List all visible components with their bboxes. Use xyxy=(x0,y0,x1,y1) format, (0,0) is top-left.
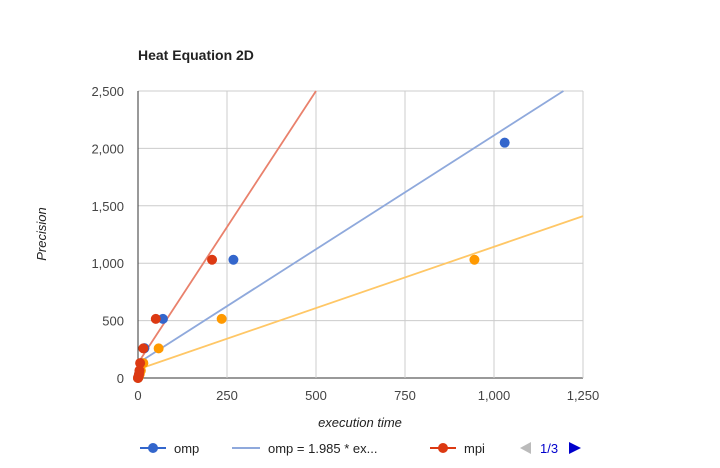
point-omp-9[interactable] xyxy=(499,137,510,148)
x-axis-title: execution time xyxy=(318,415,402,430)
y-tick-label-5: 2,500 xyxy=(91,84,124,99)
point-mpi-6[interactable] xyxy=(138,343,149,354)
x-tick-label-0: 0 xyxy=(134,388,141,403)
x-tick-label-4: 1,000 xyxy=(478,388,511,403)
chart-title: Heat Equation 2D xyxy=(138,47,254,63)
legend-omp-label: omp xyxy=(174,441,199,456)
point-mpi-7[interactable] xyxy=(150,313,161,324)
trendline-omp xyxy=(137,90,564,364)
grid xyxy=(137,90,584,379)
point-mpi-4[interactable] xyxy=(134,365,145,376)
legend-item-omp[interactable]: omp xyxy=(140,441,199,456)
legend-omp-marker xyxy=(148,443,158,453)
point-mpi-5[interactable] xyxy=(135,358,146,369)
legend-item-omp-trendline[interactable]: omp = 1.985 * ex... xyxy=(232,441,377,456)
x-tick-label-5: 1,250 xyxy=(567,388,600,403)
legend-pager: 1/3 xyxy=(520,441,581,456)
x-tick-label-2: 500 xyxy=(305,388,327,403)
legend-item-mpi[interactable]: mpi xyxy=(430,441,485,456)
trendline-series-3 xyxy=(137,215,584,371)
legend-omp-trendline-label: omp = 1.985 * ex... xyxy=(268,441,377,456)
data-points xyxy=(133,137,510,383)
point-mpi-8[interactable] xyxy=(207,254,218,265)
y-tick-label-1: 500 xyxy=(102,314,124,329)
y-tick-label-4: 2,000 xyxy=(91,141,124,156)
point-series-3-8[interactable] xyxy=(469,254,480,265)
point-omp-8[interactable] xyxy=(228,254,239,265)
y-tick-label-3: 1,500 xyxy=(91,199,124,214)
pager-prev-icon[interactable] xyxy=(520,442,531,454)
pager-label: 1/3 xyxy=(540,441,558,456)
x-tick-label-1: 250 xyxy=(216,388,238,403)
legend: omp omp = 1.985 * ex... mpi 1/3 xyxy=(140,441,581,456)
trendlines xyxy=(137,90,584,371)
x-tick-label-3: 750 xyxy=(394,388,416,403)
legend-mpi-label: mpi xyxy=(464,441,485,456)
point-series-3-7[interactable] xyxy=(216,313,227,324)
point-omp-7[interactable] xyxy=(157,313,168,324)
y-tick-labels: 0 500 1,000 1,500 2,000 2,500 xyxy=(91,84,124,386)
y-tick-label-0: 0 xyxy=(117,371,124,386)
pager-next-icon[interactable] xyxy=(569,442,581,454)
legend-mpi-marker xyxy=(438,443,448,453)
y-tick-label-2: 1,000 xyxy=(91,256,124,271)
point-series-3-6[interactable] xyxy=(153,343,164,354)
x-tick-labels: 0 250 500 750 1,000 1,250 xyxy=(134,388,599,403)
y-axis-title: Precision xyxy=(34,207,49,260)
